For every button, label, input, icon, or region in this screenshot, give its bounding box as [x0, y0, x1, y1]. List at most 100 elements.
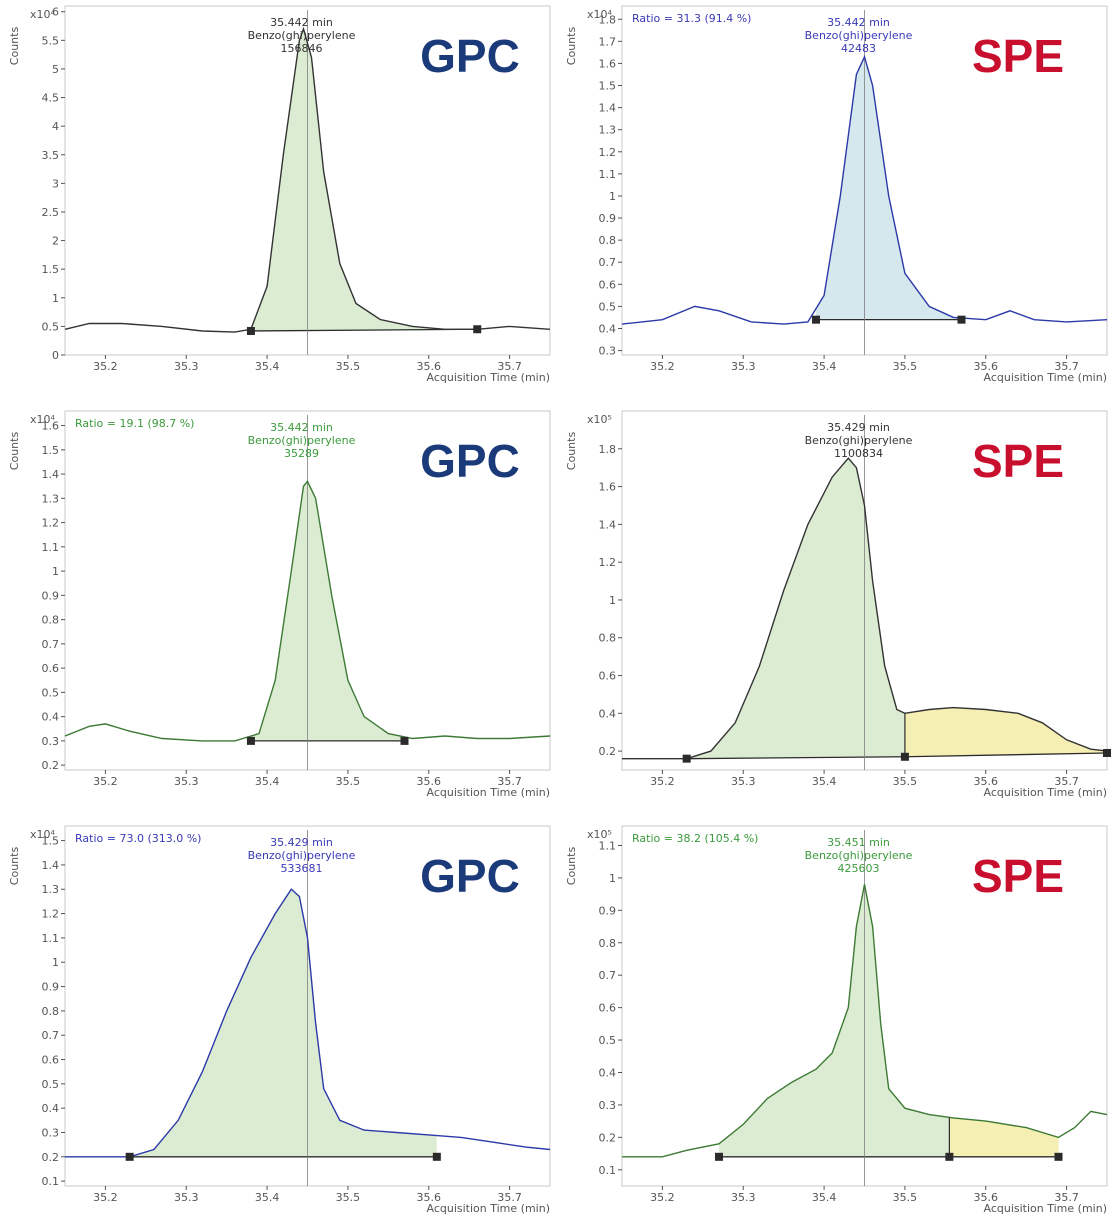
integration-marker	[125, 1152, 134, 1161]
chromatogram-panel-gpc-1: 0 0.5 1 1.5 2 2.5 3 3.5 4 4.5 5 5.5 6 35.2 35.3 35.4 35.…	[0, 0, 557, 385]
x-tick-label: 35.6	[974, 360, 999, 373]
integration-marker	[1103, 748, 1111, 757]
integration-marker	[945, 1152, 954, 1161]
x-tick-label: 35.6	[417, 360, 442, 373]
y-tick-label: 0.8	[42, 614, 60, 627]
peak-area-label: 42483	[841, 42, 876, 55]
x-tick-label: 35.2	[650, 1191, 675, 1204]
y-tick-label: 0.6	[42, 1054, 60, 1067]
y-tick-label: 0.4	[599, 1066, 617, 1079]
peak-area-label: 425603	[838, 862, 880, 875]
chromatogram-trace	[64, 480, 551, 742]
compound-label: Benzo(ghi)perylene	[805, 434, 913, 447]
x-tick-label: 35.3	[731, 1191, 756, 1204]
y-tick-label: 0.6	[599, 670, 617, 683]
method-label: SPE	[972, 435, 1064, 487]
y-tick-label: 0.9	[599, 212, 617, 225]
x-tick-label: 35.4	[812, 360, 837, 373]
compound-label: Benzo(ghi)perylene	[248, 434, 356, 447]
ratio-text: Ratio = 31.3 (91.4 %)	[632, 12, 751, 25]
y-tick-label: 0.4	[599, 707, 617, 720]
compound-label: Benzo(ghi)perylene	[248, 849, 356, 862]
chromatogram-svg: 0 0.5 1 1.5 2 2.5 3 3.5 4 4.5 5 5.5 6 35.2 35.3 35.4 35.…	[8, 5, 551, 384]
peak-area-fill	[949, 1117, 1059, 1157]
y-tick-label: 0.1	[42, 1175, 60, 1188]
y-axis-title: Counts	[8, 847, 21, 886]
y-tick-label: 1.5	[42, 263, 60, 276]
chromatogram-panel-spe-3: 0.1 0.2 0.3 0.4 0.5 0.6 0.7 0.8 0.9 1 1.1 35.2 35.3 3…	[557, 820, 1114, 1216]
x-tick-label: 35.4	[255, 360, 280, 373]
y-axis-title: Counts	[565, 432, 578, 471]
peak-time-label: 35.442 min	[827, 16, 890, 29]
y-tick-label: 0.9	[599, 904, 617, 917]
x-tick-label: 35.2	[650, 775, 675, 788]
y-tick-label: 1.6	[42, 420, 60, 433]
y-tick-label: 0.4	[599, 322, 617, 335]
y-tick-label: 1.1	[42, 541, 60, 554]
peak-area-label: 533681	[281, 862, 323, 875]
y-tick-label: 1.2	[42, 517, 60, 530]
y-tick-label: 0.3	[42, 1126, 60, 1139]
x-tick-label: 35.5	[893, 360, 918, 373]
y-tick-label: 0.9	[42, 981, 60, 994]
y-tick-label: 0.1	[599, 1164, 617, 1177]
integration-marker	[682, 754, 691, 763]
y-scale-label: x10⁴	[30, 8, 56, 21]
chromatogram-trace	[622, 457, 1108, 760]
chromatogram-trace	[65, 888, 551, 1158]
y-tick-label: 0.3	[599, 345, 617, 358]
y-tick-label: 0.2	[599, 1131, 617, 1144]
y-tick-label: 1.2	[599, 556, 617, 569]
y-tick-label: 3.5	[42, 149, 60, 162]
peak-area-fill	[686, 458, 905, 759]
y-tick-label: 1.4	[42, 859, 60, 872]
peak-area-label: 35289	[284, 447, 319, 460]
y-tick-label: 0.7	[599, 969, 617, 982]
peak-area-label: 1100834	[834, 447, 883, 460]
x-tick-label: 35.6	[974, 1191, 999, 1204]
peak-area-label: 156846	[281, 42, 323, 55]
peak-time-label: 35.451 min	[827, 836, 890, 849]
integration-marker	[473, 325, 482, 334]
peak-time-label: 35.442 min	[270, 16, 333, 29]
y-tick-label: 0.6	[599, 1002, 617, 1015]
y-axis-title: Counts	[8, 27, 21, 66]
x-tick-label: 35.4	[255, 775, 280, 788]
y-tick-label: 0.8	[599, 632, 617, 645]
y-tick-label: 2	[52, 235, 59, 248]
x-tick-label: 35.3	[174, 360, 199, 373]
y-tick-label: 0.2	[599, 745, 617, 758]
chromatogram-trace	[622, 884, 1108, 1158]
chromatogram-panel-gpc-2: 0.2 0.3 0.4 0.5 0.6 0.7 0.8 0.9 1 1.1 1.2 1.3 1.4 1.5…	[0, 405, 557, 800]
x-tick-label: 35.3	[731, 360, 756, 373]
y-tick-label: 0.7	[42, 1029, 60, 1042]
chromatogram-trace	[621, 54, 1108, 325]
y-tick-label: 0.6	[599, 278, 617, 291]
y-tick-label: 5	[52, 63, 59, 76]
y-tick-label: 1	[609, 594, 616, 607]
y-tick-label: 1	[52, 292, 59, 305]
x-tick-label: 35.5	[336, 1191, 361, 1204]
y-tick-label: 1	[52, 565, 59, 578]
y-tick-label: 1.5	[599, 80, 617, 93]
integration-baseline	[686, 756, 905, 760]
x-axis-title: Acquisition Time (min)	[427, 786, 551, 799]
x-tick-label: 35.3	[731, 775, 756, 788]
y-tick-label: 0.8	[42, 1005, 60, 1018]
x-tick-label: 35.5	[893, 775, 918, 788]
y-tick-label: 0.8	[599, 234, 617, 247]
x-tick-label: 35.7	[497, 360, 522, 373]
x-tick-label: 35.2	[93, 1191, 118, 1204]
chromatogram-svg: 0.1 0.2 0.3 0.4 0.5 0.6 0.7 0.8 0.9 1 1.1 1.2 1.3 1.4…	[8, 825, 551, 1215]
y-tick-label: 0.6	[42, 662, 60, 675]
y-tick-label: 1.1	[599, 168, 617, 181]
peak-area-fill	[816, 56, 962, 320]
method-label: GPC	[420, 850, 520, 902]
y-tick-label: 4	[52, 120, 59, 133]
y-tick-label: 0.4	[42, 711, 60, 724]
peak-area-fill	[719, 884, 950, 1157]
peak-time-label: 35.429 min	[270, 836, 333, 849]
integration-marker	[400, 736, 409, 745]
y-axis-title: Counts	[8, 432, 21, 471]
